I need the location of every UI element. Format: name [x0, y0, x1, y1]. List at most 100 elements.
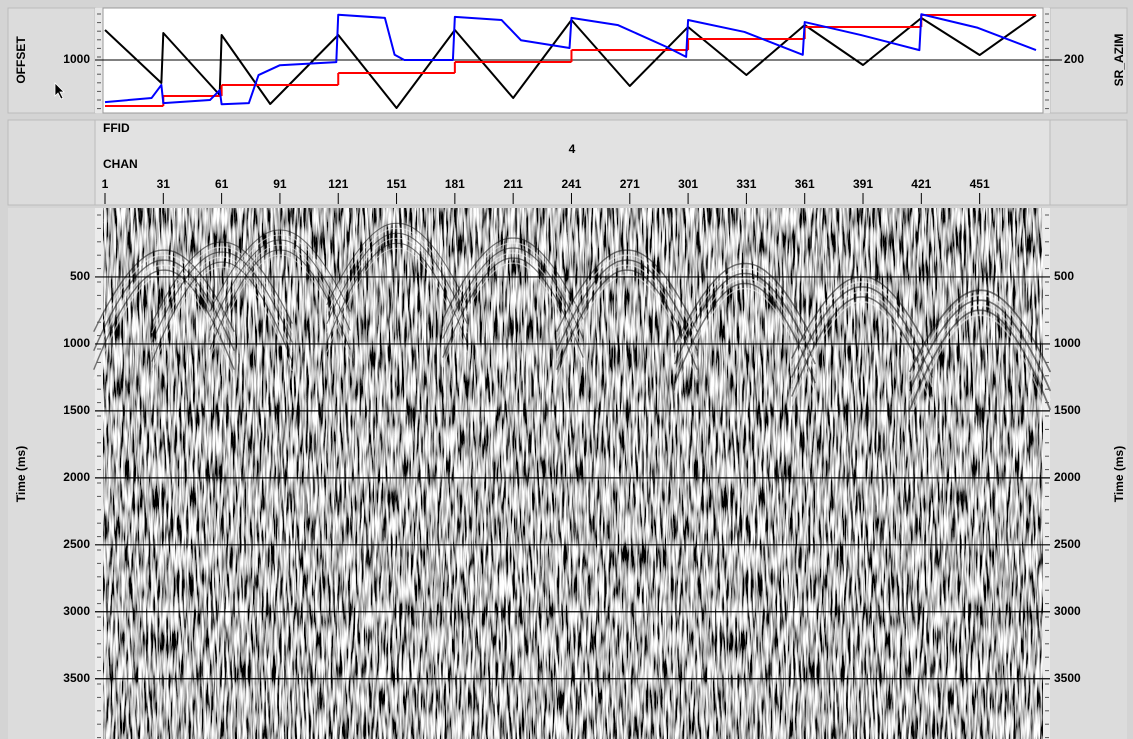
- chan-tick-label: 361: [795, 177, 815, 191]
- chan-tick-label: 1: [102, 177, 109, 191]
- event-wavelet: [909, 289, 1051, 373]
- seismic-traces: [103, 208, 1043, 739]
- event-wavelet: [556, 249, 698, 332]
- chan-tick-label: 241: [561, 177, 581, 191]
- time-tick-label-right: 3000: [1054, 604, 1081, 618]
- event-wavelet: [209, 239, 351, 331]
- event-wavelet: [209, 244, 351, 341]
- chan-tick-label: 271: [620, 177, 640, 191]
- chan-tick-label: 421: [911, 177, 931, 191]
- event-wavelet: [151, 241, 293, 324]
- event-wavelet: [209, 229, 351, 312]
- event-wavelet: [93, 269, 235, 370]
- event-wavelet: [326, 247, 468, 353]
- chan-tick-label: 61: [215, 177, 229, 191]
- ffid-label: FFID: [103, 121, 130, 135]
- event-wavelet: [442, 262, 584, 368]
- right-time-panel: [1050, 208, 1127, 739]
- event-wavelet: [326, 242, 468, 343]
- time-tick-label-right: 2000: [1054, 470, 1081, 484]
- chan-tick-label: 451: [970, 177, 990, 191]
- event-wavelet: [909, 299, 1051, 392]
- event-wavelet: [326, 232, 468, 324]
- event-wavelet: [674, 262, 816, 346]
- chan-tick-label: 301: [678, 177, 698, 191]
- event-wavelet: [209, 234, 351, 322]
- left-label-panel: [7, 7, 96, 114]
- chan-tick-label: 331: [736, 177, 756, 191]
- trace-header-area: [94, 119, 1051, 206]
- event-wavelet: [674, 267, 816, 355]
- chan-tick-label: 211: [503, 177, 523, 191]
- azimuth-tick-label: 200: [1064, 52, 1084, 66]
- event-wavelet: [556, 254, 698, 342]
- event-wavelet: [442, 252, 584, 349]
- mouse-cursor: [54, 82, 65, 100]
- time-tick-label: 2000: [63, 470, 90, 484]
- event-wavelet: [674, 277, 816, 374]
- event-wavelet: [93, 249, 235, 332]
- event-wavelet: [674, 287, 816, 393]
- time-tick-label: 500: [70, 269, 90, 283]
- chan-label: CHAN: [103, 157, 138, 171]
- event-wavelet: [556, 274, 698, 380]
- left-time-label: Time (ms): [14, 446, 28, 502]
- ffid-value: 4: [569, 142, 576, 156]
- event-wavelet: [909, 309, 1051, 411]
- axis-rail: [95, 208, 103, 739]
- offset-tick-label: 1000: [63, 52, 90, 66]
- event-wavelet: [791, 291, 933, 388]
- event-wavelet: [442, 242, 584, 330]
- time-tick-label-right: 2500: [1054, 537, 1081, 551]
- seismic-events: [93, 222, 1051, 420]
- event-wavelet: [556, 259, 698, 351]
- header-curve: [104, 13, 1037, 106]
- time-tick-label: 2500: [63, 537, 90, 551]
- event-wavelet: [209, 249, 351, 350]
- event-wavelet: [326, 227, 468, 315]
- event-wavelet: [326, 222, 468, 305]
- event-wavelet: [556, 264, 698, 361]
- time-tick-label-right: 1500: [1054, 403, 1081, 417]
- event-wavelet: [151, 256, 293, 353]
- event-wavelet: [909, 294, 1051, 382]
- time-tick-label-right: 500: [1054, 269, 1074, 283]
- chan-tick-label: 151: [387, 177, 407, 191]
- left-header-panel: [7, 119, 96, 206]
- event-wavelet: [442, 257, 584, 358]
- time-tick-label: 3500: [63, 671, 90, 685]
- chan-tick-label: 391: [853, 177, 873, 191]
- chan-tick-label: 31: [157, 177, 171, 191]
- event-wavelet: [791, 301, 933, 407]
- event-wavelet: [93, 274, 235, 380]
- event-wavelet: [93, 259, 235, 351]
- time-tick-label-right: 1000: [1054, 336, 1081, 350]
- right-label-panel: [1049, 7, 1128, 114]
- event-wavelet: [326, 237, 468, 334]
- event-wavelet: [674, 272, 816, 365]
- chan-tick-label: 121: [328, 177, 348, 191]
- right-axis-label: SR_AZIM: [1112, 34, 1126, 87]
- left-time-panel: [8, 208, 95, 739]
- event-wavelet: [151, 246, 293, 334]
- axis-rail: [1043, 208, 1050, 739]
- event-wavelet: [151, 251, 293, 343]
- event-wavelet: [151, 261, 293, 362]
- event-wavelet: [909, 304, 1051, 401]
- time-tick-label: 1500: [63, 403, 90, 417]
- event-wavelet: [674, 282, 816, 384]
- time-tick-label: 1000: [63, 336, 90, 350]
- event-wavelet: [556, 269, 698, 370]
- chan-tick-label: 91: [273, 177, 287, 191]
- event-wavelet: [909, 314, 1051, 420]
- left-axis-label: OFFSET: [14, 36, 28, 84]
- chan-tick-label: 181: [445, 177, 465, 191]
- event-wavelet: [151, 266, 293, 372]
- event-wavelet: [442, 247, 584, 339]
- time-tick-label: 3000: [63, 604, 90, 618]
- event-wavelet: [791, 286, 933, 378]
- event-wavelet: [93, 254, 235, 342]
- right-header-panel: [1049, 119, 1128, 206]
- time-tick-label-right: 3500: [1054, 671, 1081, 685]
